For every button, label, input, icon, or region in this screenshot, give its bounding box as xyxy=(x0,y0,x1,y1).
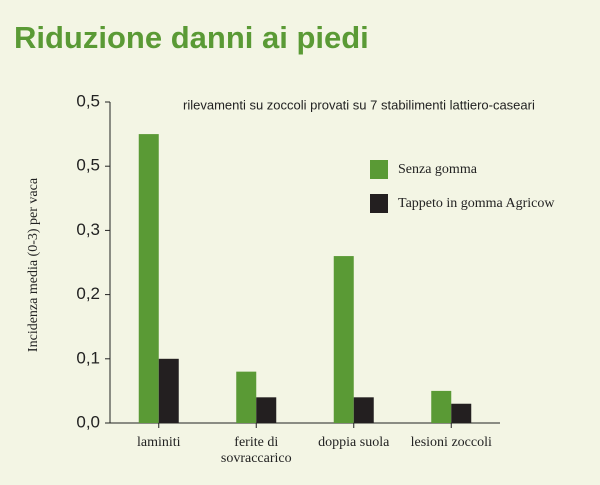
chart-subtitle: rilevamenti su zoccoli provati su 7 stab… xyxy=(183,97,535,112)
y-tick-label: 0,0 xyxy=(76,412,100,431)
bar xyxy=(256,397,277,423)
x-tick-label: lesioni zoccoli xyxy=(410,435,492,450)
x-tick-label: laminiti xyxy=(136,435,181,450)
bar xyxy=(158,358,179,423)
bar xyxy=(333,256,354,423)
y-tick-label: 0,5 xyxy=(76,156,100,175)
x-tick-label: ferite di sovraccarico xyxy=(220,435,292,466)
bar xyxy=(236,371,257,423)
y-axis-label: Incidenza media (0-3) per vaca xyxy=(26,177,41,352)
chart-title: Riduzione danni ai piedi xyxy=(14,20,369,55)
legend-swatch xyxy=(370,194,388,213)
legend-swatch xyxy=(370,160,388,179)
bar xyxy=(431,390,452,423)
legend-label: Tappeto in gomma Agricow xyxy=(398,196,555,211)
y-tick-label: 0,2 xyxy=(76,284,100,303)
x-tick-label: doppia suola xyxy=(318,435,390,450)
bar xyxy=(353,397,374,423)
legend-label: Senza gomma xyxy=(398,162,478,177)
y-tick-label: 0,5 xyxy=(76,91,100,110)
bar xyxy=(138,134,159,423)
y-tick-label: 0,1 xyxy=(76,348,100,367)
bar xyxy=(451,403,472,423)
y-tick-label: 0,3 xyxy=(76,220,100,239)
